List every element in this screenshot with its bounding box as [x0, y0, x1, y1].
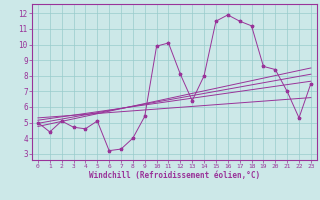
X-axis label: Windchill (Refroidissement éolien,°C): Windchill (Refroidissement éolien,°C)	[89, 171, 260, 180]
